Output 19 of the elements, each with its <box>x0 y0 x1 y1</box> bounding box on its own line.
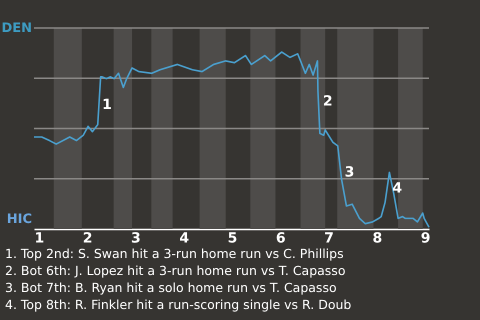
x-tick-label: 2 <box>82 230 92 246</box>
x-tick-label: 1 <box>34 230 44 246</box>
x-tick-label: 9 <box>420 230 431 246</box>
x-tick-label: 6 <box>276 230 286 246</box>
x-tick-label: 3 <box>131 230 141 246</box>
text: 2. Bot 6th: J. Lopez hit a 3-run home run vs T. Capasso <box>5 263 346 278</box>
annotation: 2 <box>322 94 333 110</box>
text: 3. Bot 7th: B. Ryan hit a solo home run vs T. Capasso <box>5 280 337 295</box>
text: DEN <box>1 21 32 36</box>
annotation: 4 <box>392 180 402 196</box>
text: 1. Top 2nd: S. Swan hit a 3-run home run vs C. Phillips <box>5 246 344 261</box>
x-tick-label: 7 <box>324 230 334 246</box>
x-tick-label: 8 <box>372 230 382 246</box>
text: HIC <box>6 212 32 227</box>
x-tick-label: 4 <box>179 230 190 246</box>
annotation: 3 <box>344 164 354 180</box>
x-tick-label: 5 <box>228 230 238 246</box>
text: 4. Top 8th: R. Finkler hit a run-scoring single vs R. Doub <box>5 297 352 312</box>
annotation: 1 <box>102 97 112 114</box>
